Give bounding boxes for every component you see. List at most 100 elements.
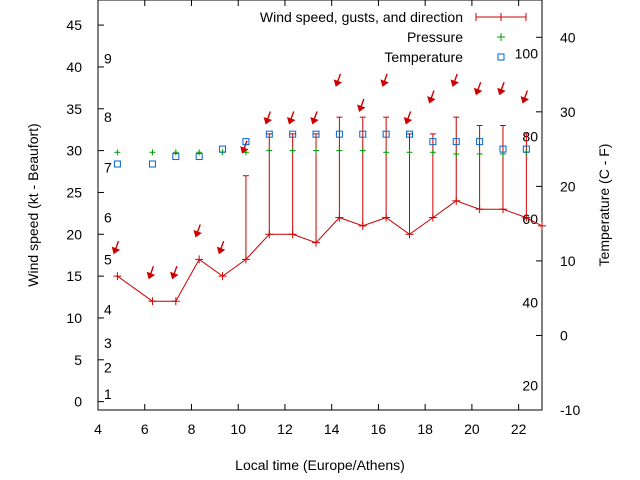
arrow-head bbox=[111, 246, 121, 255]
x-tick-label: 12 bbox=[277, 421, 293, 437]
beaufort-label: 6 bbox=[104, 210, 112, 226]
beaufort-labels: 1 2 3 4 5 6 7 8 9 bbox=[104, 51, 112, 403]
wind-direction-arrow bbox=[333, 73, 343, 87]
y-tick-label: 45 bbox=[66, 17, 82, 33]
wind-direction-arrow bbox=[380, 73, 389, 87]
y-tick-label: 20 bbox=[66, 226, 82, 242]
y-tick-label: 30 bbox=[66, 143, 82, 159]
arrow-head bbox=[497, 87, 506, 96]
y-tick-label: 35 bbox=[66, 101, 82, 117]
temperature-point bbox=[406, 130, 414, 138]
legend-label-temperature: Temperature bbox=[384, 49, 463, 65]
x-tick-label: 14 bbox=[324, 421, 340, 437]
wind-direction-arrow bbox=[240, 140, 249, 154]
temperature-point bbox=[148, 160, 156, 168]
temperature-point bbox=[219, 145, 227, 153]
arrow-head bbox=[146, 271, 156, 280]
beaufort-label: 3 bbox=[104, 335, 112, 351]
arrow-head bbox=[403, 116, 413, 125]
arrow-head bbox=[427, 96, 436, 104]
wind-speed-line bbox=[117, 200, 543, 302]
arrow-head bbox=[286, 116, 296, 125]
x-tick-label: 16 bbox=[371, 421, 387, 437]
arrow-head bbox=[263, 116, 272, 125]
arrow-head bbox=[520, 96, 529, 104]
wind-direction-arrow bbox=[170, 266, 179, 280]
arrow-head bbox=[170, 271, 179, 280]
x-axis-label: Local time (Europe/Athens) bbox=[235, 457, 405, 473]
y2-tick-label: 20 bbox=[560, 178, 576, 194]
beaufort-label: 9 bbox=[104, 51, 112, 67]
temperature-point bbox=[499, 145, 507, 153]
pressure-series bbox=[114, 147, 530, 157]
wind-direction-arrow bbox=[146, 266, 156, 280]
y-tick-label: 25 bbox=[66, 184, 82, 200]
wind-direction-arrow bbox=[193, 224, 202, 238]
x-tick-label: 18 bbox=[417, 421, 433, 437]
temperature-series bbox=[113, 130, 530, 168]
wind-direction-arrow bbox=[310, 111, 319, 125]
beaufort-label: 2 bbox=[104, 359, 112, 375]
fahrenheit-label: 80 bbox=[522, 128, 538, 144]
y-tick-label: 5 bbox=[74, 352, 82, 368]
wind-direction-arrow bbox=[286, 111, 296, 125]
y2-tick-label: 40 bbox=[560, 29, 576, 45]
wind-series bbox=[113, 116, 546, 306]
temperature-point bbox=[452, 138, 460, 146]
x-tick-label: 6 bbox=[141, 421, 149, 437]
y2-tick-label: 0 bbox=[560, 327, 568, 343]
beaufort-label: 1 bbox=[104, 386, 112, 402]
wind-direction-arrow bbox=[427, 90, 436, 104]
plot-frame bbox=[97, 0, 543, 411]
arrow-head bbox=[310, 116, 319, 125]
fahrenheit-label: 40 bbox=[522, 295, 538, 311]
fahrenheit-label: 100 bbox=[515, 46, 539, 62]
temperature-point bbox=[382, 130, 390, 138]
y-tick-label: 10 bbox=[66, 310, 82, 326]
wind-direction-arrow bbox=[263, 111, 272, 125]
arrow-head bbox=[473, 87, 483, 96]
temperature-point bbox=[312, 130, 320, 138]
temperature-point bbox=[242, 138, 250, 146]
y2-tick-label: 30 bbox=[560, 104, 576, 120]
wind-direction-arrow bbox=[111, 240, 121, 255]
wind-direction-arrows bbox=[111, 73, 529, 280]
temperature-point bbox=[172, 153, 180, 161]
arrow-head bbox=[380, 79, 389, 87]
temperature-point bbox=[359, 130, 367, 138]
wind-direction-arrow bbox=[216, 240, 226, 255]
temperature-point bbox=[265, 130, 273, 138]
arrow-head bbox=[216, 246, 226, 255]
arrow-head bbox=[450, 79, 459, 87]
temperature-point bbox=[289, 130, 297, 138]
temperature-point bbox=[335, 130, 343, 138]
x-tick-label: 20 bbox=[464, 421, 480, 437]
y2-axis-label: Temperature (C - F) bbox=[596, 144, 612, 267]
y-tick-label: 40 bbox=[66, 59, 82, 75]
temperature-point bbox=[113, 160, 121, 168]
beaufort-label: 7 bbox=[104, 159, 112, 175]
y-tick-label: 0 bbox=[74, 394, 82, 410]
beaufort-label: 8 bbox=[104, 109, 112, 125]
beaufort-label: 5 bbox=[104, 251, 112, 267]
wind-direction-arrow bbox=[520, 90, 529, 104]
legend-label-wind: Wind speed, gusts, and direction bbox=[260, 9, 463, 25]
legend: Wind speed, gusts, and direction Pressur… bbox=[260, 9, 527, 65]
temperature-point bbox=[522, 145, 530, 153]
y2-tick-label: -10 bbox=[560, 402, 580, 418]
y2-tick-label: 10 bbox=[560, 253, 576, 269]
arrow-head bbox=[333, 79, 343, 87]
wind-direction-arrow bbox=[473, 82, 483, 96]
y-tick-label: 15 bbox=[66, 268, 82, 284]
x-tick-label: 8 bbox=[188, 421, 196, 437]
axis-ticks: 4 6 8 10 12 14 16 18 20 22051015202530354045-1001… bbox=[66, 0, 580, 437]
temperature-point bbox=[195, 153, 203, 161]
wind-direction-arrow bbox=[357, 98, 366, 112]
x-tick-label: 10 bbox=[230, 421, 246, 437]
temperature-point bbox=[476, 138, 484, 146]
legend-swatch-temperature bbox=[497, 53, 505, 61]
wind-direction-arrow bbox=[450, 73, 459, 87]
legend-label-pressure: Pressure bbox=[407, 29, 463, 45]
arrow-head bbox=[240, 146, 249, 154]
